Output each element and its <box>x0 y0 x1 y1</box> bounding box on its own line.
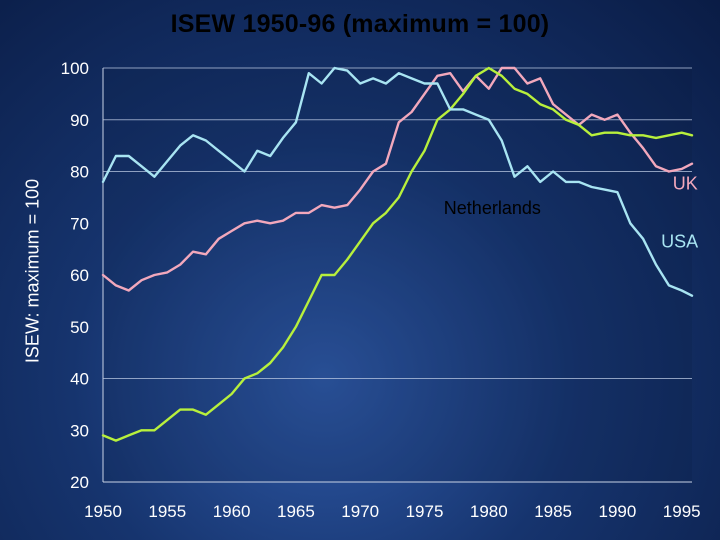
x-tick-label: 1955 <box>148 502 186 521</box>
x-tick-label: 1990 <box>598 502 636 521</box>
series-line-netherlands <box>101 66 694 442</box>
y-tick-label: 70 <box>70 214 89 233</box>
y-tick-label: 30 <box>70 421 89 440</box>
y-tick-label: 50 <box>70 318 89 337</box>
y-tick-label: 100 <box>61 59 89 78</box>
series-label-usa: USA <box>661 232 698 252</box>
series-line-uk <box>101 66 694 292</box>
y-tick-label: 80 <box>70 163 89 182</box>
y-tick-label: 40 <box>70 370 89 389</box>
series-label-uk: UK <box>673 174 698 194</box>
series-labels: UK Netherlands USA <box>444 174 698 252</box>
x-tick-label: 1975 <box>406 502 444 521</box>
series-label-netherlands: Netherlands <box>444 198 541 218</box>
x-tick-label: 1960 <box>213 502 251 521</box>
y-tick-label: 20 <box>70 473 89 492</box>
x-tick-label: 1985 <box>534 502 572 521</box>
x-tick-label: 1970 <box>341 502 379 521</box>
x-tick-label: 1995 <box>663 502 701 521</box>
series-lines <box>101 66 694 442</box>
x-tick-label: 1980 <box>470 502 508 521</box>
y-tick-label: 90 <box>70 111 89 130</box>
gridlines <box>103 67 692 379</box>
x-tick-label: 1965 <box>277 502 315 521</box>
tick-labels: 20 30 40 50 60 70 80 90 100 1950 1955 1960 1965 1970 1… <box>61 59 701 521</box>
y-tick-label: 60 <box>70 266 89 285</box>
series-line-usa <box>101 66 694 297</box>
chart-title: ISEW 1950-96 (maximum = 100) <box>170 10 550 38</box>
x-tick-label: 1950 <box>84 502 122 521</box>
